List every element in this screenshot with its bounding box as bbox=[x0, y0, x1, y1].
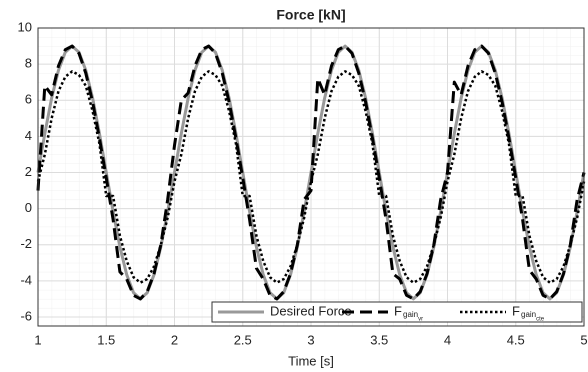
x-axis-label: Time [s] bbox=[288, 353, 334, 368]
x-tick-label: 5 bbox=[580, 332, 587, 347]
y-tick-label: 0 bbox=[25, 200, 32, 215]
legend-box bbox=[211, 301, 583, 323]
legend-label: F bbox=[394, 303, 402, 318]
legend-subscript: gain bbox=[521, 310, 536, 319]
y-tick-label: 6 bbox=[25, 92, 32, 107]
y-tick-label: 4 bbox=[25, 128, 32, 143]
x-tick-label: 1 bbox=[34, 332, 41, 347]
x-tick-label: 2 bbox=[171, 332, 178, 347]
y-tick-label: -2 bbox=[20, 236, 32, 251]
legend-subsubscript: cte bbox=[536, 317, 545, 323]
x-tick-label: 4.5 bbox=[507, 332, 525, 347]
x-tick-label: 4 bbox=[444, 332, 451, 347]
legend-subsubscript: vr bbox=[418, 317, 423, 323]
x-tick-label: 3.5 bbox=[370, 332, 388, 347]
legend-subscript: gain bbox=[403, 310, 418, 319]
y-tick-label: 2 bbox=[25, 164, 32, 179]
legend-label: Desired Force bbox=[270, 303, 352, 318]
y-tick-label: 8 bbox=[25, 56, 32, 71]
x-tick-label: 1.5 bbox=[97, 332, 115, 347]
x-tick-label: 2.5 bbox=[234, 332, 252, 347]
y-tick-label: -6 bbox=[20, 308, 32, 323]
plot-frame bbox=[37, 27, 585, 327]
y-tick-label: 10 bbox=[18, 19, 32, 34]
x-tick-label: 3 bbox=[307, 332, 314, 347]
chart-title: Force [kN] bbox=[276, 7, 345, 23]
series-line bbox=[36, 70, 586, 284]
y-tick-label: -4 bbox=[20, 272, 32, 287]
series-line bbox=[36, 44, 586, 301]
legend-label: F bbox=[512, 303, 520, 318]
